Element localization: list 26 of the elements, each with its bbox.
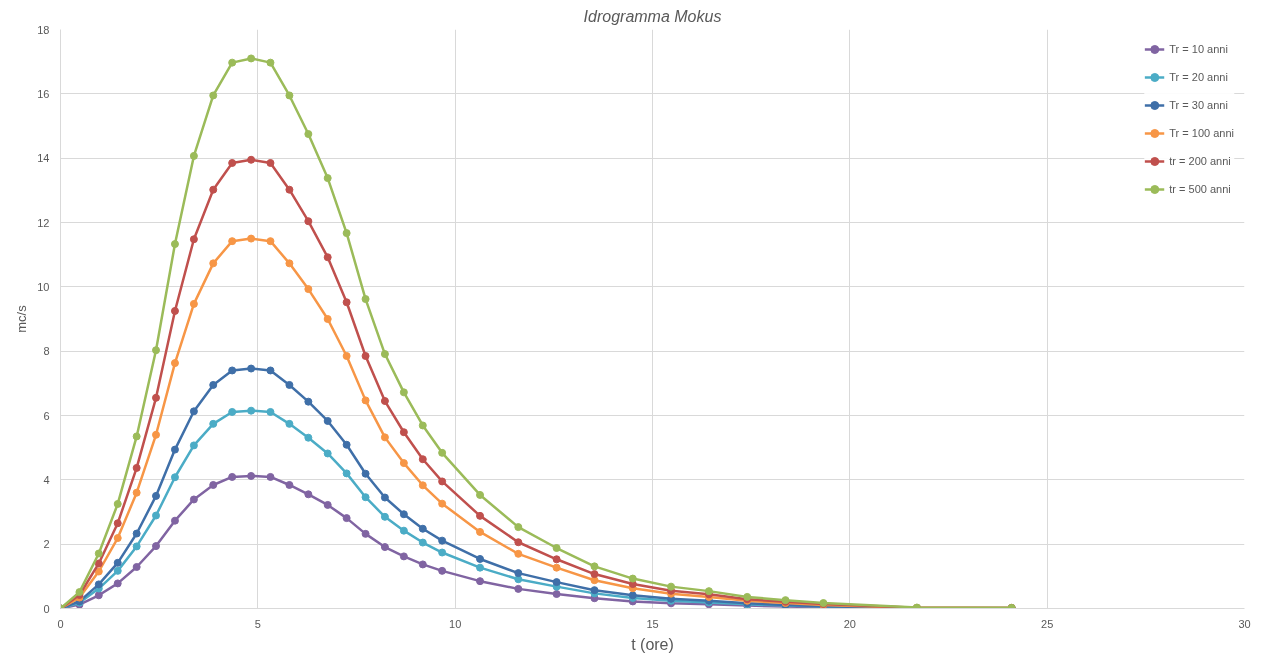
legend-label: tr = 200 anni [1169, 155, 1231, 167]
legend-label: Tr = 30 anni [1169, 99, 1228, 111]
x-tick-label: 10 [449, 617, 462, 630]
y-tick-label: 2 [43, 538, 50, 551]
chart-title: Idrogramma Mokus [583, 7, 722, 25]
x-axis-title: t (ore) [631, 635, 674, 653]
y-tick-label: 12 [37, 216, 50, 229]
x-tick-label: 25 [1041, 617, 1054, 630]
y-tick-label: 10 [37, 280, 50, 293]
legend-label: Tr = 10 anni [1169, 43, 1228, 55]
y-tick-label: 8 [43, 345, 50, 358]
legend-label: Tr = 100 anni [1169, 127, 1234, 139]
y-tick-label: 14 [37, 152, 50, 165]
legend-label: Tr = 20 anni [1169, 71, 1228, 83]
x-tick-label: 5 [254, 617, 261, 630]
x-tick-label: 0 [57, 617, 64, 630]
y-tick-label: 0 [43, 602, 50, 615]
y-tick-label: 18 [37, 23, 50, 36]
y-axis-title: mc/s [14, 304, 30, 333]
y-tick-label: 16 [37, 87, 50, 100]
x-tick-label: 15 [646, 617, 659, 630]
y-tick-label: 4 [43, 473, 50, 486]
y-tick-label: 6 [43, 409, 50, 422]
x-tick-label: 30 [1238, 617, 1251, 630]
legend-label: tr = 500 anni [1169, 183, 1231, 195]
x-tick-label: 20 [843, 617, 856, 630]
